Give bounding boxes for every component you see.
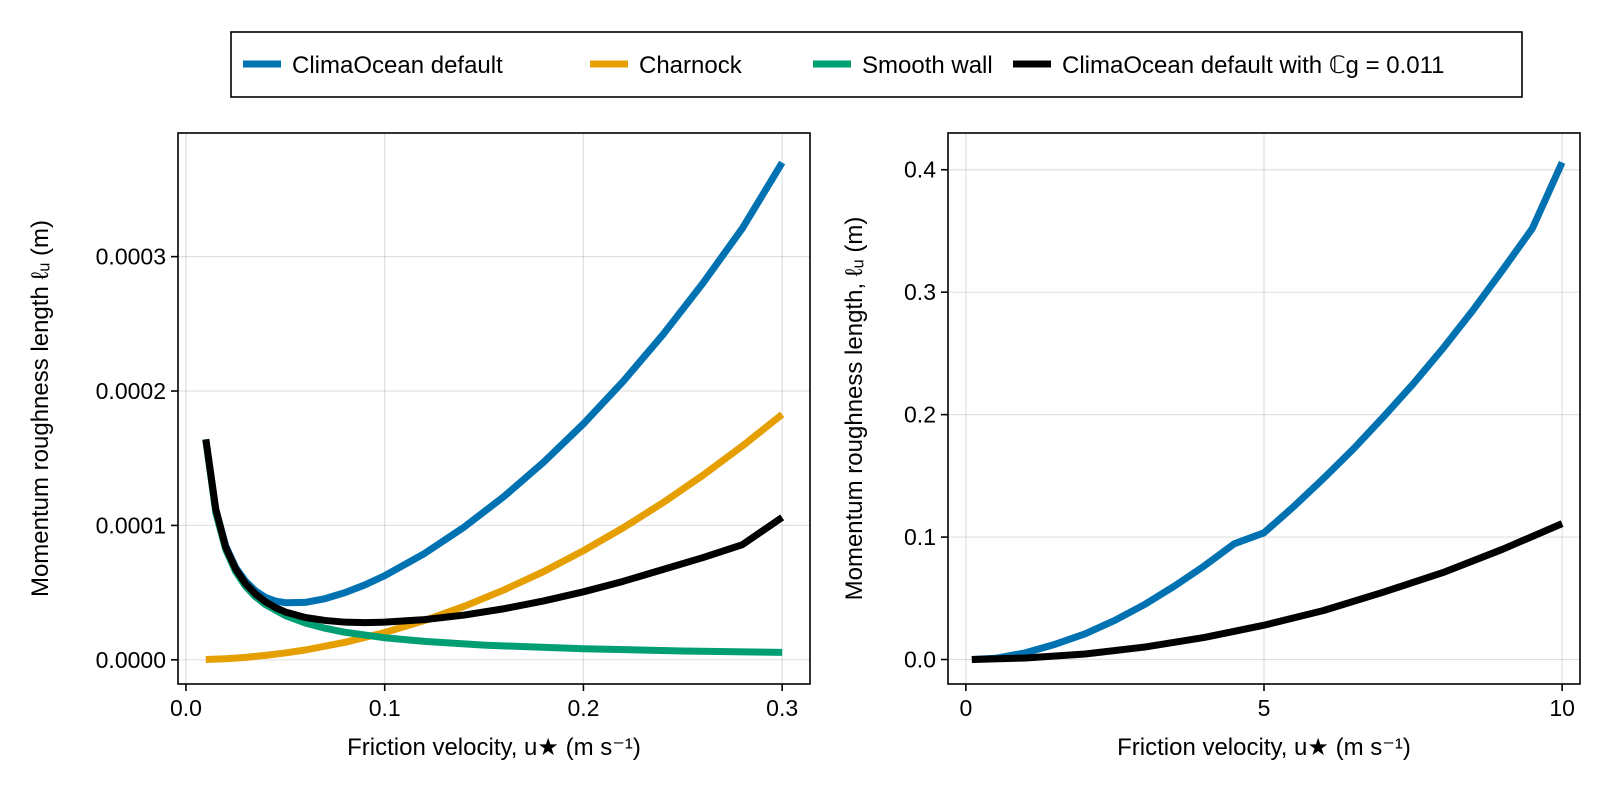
x-tick-label: 0: [959, 695, 972, 721]
y-tick-label: 0.0001: [96, 512, 166, 538]
series-line-charnock: [205, 411, 785, 664]
x-tick-label: 0.3: [766, 695, 798, 721]
series-line-smooth-wall: [202, 438, 783, 656]
y-tick-label: 0.0000: [96, 647, 166, 673]
x-axis-label: Friction velocity, u★ (m s⁻¹): [1117, 734, 1411, 761]
x-tick-label: 0.0: [170, 695, 202, 721]
y-tick-label: 0.0: [904, 647, 936, 673]
left-plot: 0.0 0.1 0.2 0.3 0.0000 0.0001 0.0002 0.0003 Fric…: [27, 132, 811, 761]
y-tick-label: 0.0003: [96, 244, 166, 270]
x-tick-label: 5: [1258, 695, 1271, 721]
legend-label-smooth-wall: Smooth wall: [862, 52, 993, 79]
legend-label-climaocean-cg: ClimaOcean default with ℂg = 0.011: [1062, 52, 1445, 79]
x-axis-label: Friction velocity, u★ (m s⁻¹): [347, 734, 641, 761]
y-tick-label: 0.2: [904, 402, 936, 428]
x-tick-label: 10: [1549, 695, 1575, 721]
series-line-climaocean-default: [971, 160, 1566, 664]
x-tick-label: 0.1: [369, 695, 401, 721]
series-line-climaocean-default-with-g-0-011: [202, 438, 785, 627]
legend-label-charnock: Charnock: [639, 52, 743, 79]
series-line-climaocean-default-with-g-0-011: [971, 520, 1564, 664]
legend: ClimaOcean default Charnock Smooth wall Cli…: [230, 31, 1523, 98]
series-line-climaocean-default: [202, 160, 786, 607]
plot-frame: [177, 132, 811, 685]
y-tick-label: 0.4: [904, 157, 936, 183]
legend-box: [230, 31, 1523, 98]
y-tick-label: 0.1: [904, 524, 936, 550]
x-tick-label: 0.2: [567, 695, 599, 721]
legend-label-climaocean-default: ClimaOcean default: [292, 52, 503, 79]
y-axis-label: Momentum roughness length, ℓᵤ (m): [841, 217, 868, 601]
right-plot: 0 5 10 0.0 0.1 0.2 0.3 0.4 Friction velocity, u★…: [841, 132, 1581, 761]
y-tick-label: 0.3: [904, 279, 936, 305]
y-axis-label: Momentum roughness length ℓᵤ (m): [27, 220, 54, 597]
y-tick-label: 0.0002: [96, 378, 166, 404]
